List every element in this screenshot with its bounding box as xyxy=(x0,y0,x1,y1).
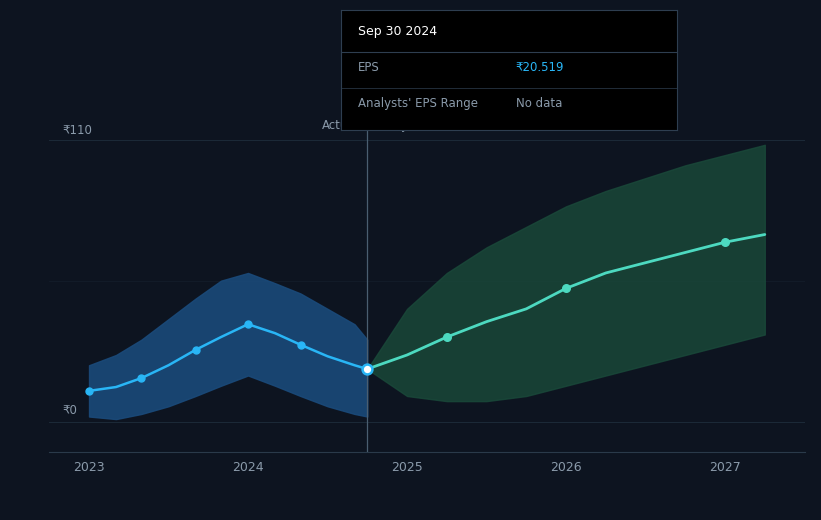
Text: Actual: Actual xyxy=(323,119,360,132)
Point xyxy=(82,387,95,395)
Point xyxy=(241,320,255,329)
Text: ₹0: ₹0 xyxy=(62,404,77,417)
Text: ₹20.519: ₹20.519 xyxy=(516,61,564,74)
Text: ₹110: ₹110 xyxy=(62,124,92,137)
Text: Analysts' EPS Range: Analysts' EPS Range xyxy=(358,97,478,110)
Text: EPS: EPS xyxy=(358,61,379,74)
Point xyxy=(718,238,732,246)
Point xyxy=(135,374,148,382)
Point xyxy=(440,333,453,341)
Point xyxy=(294,341,307,349)
Point xyxy=(559,284,572,293)
Text: Sep 30 2024: Sep 30 2024 xyxy=(358,25,437,38)
Text: Analysts Forecasts: Analysts Forecasts xyxy=(375,119,485,132)
Text: No data: No data xyxy=(516,97,562,110)
Point xyxy=(189,346,202,354)
Point xyxy=(360,365,374,373)
